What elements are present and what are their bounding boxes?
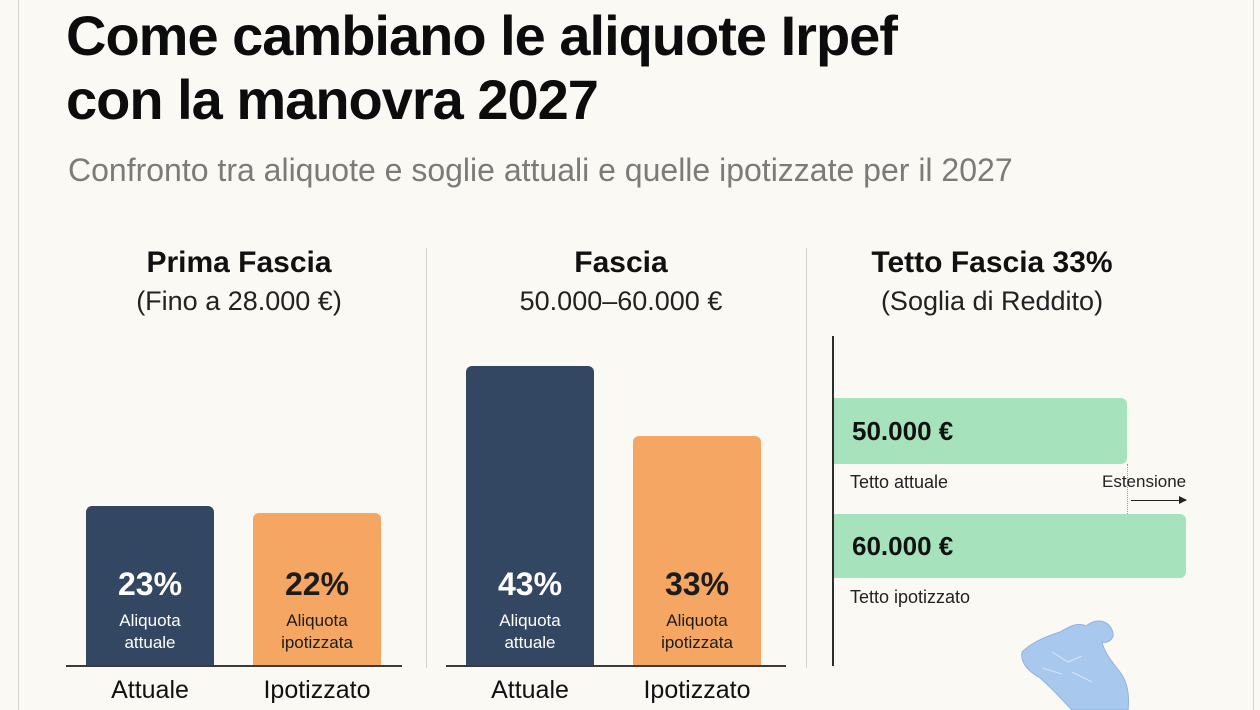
- soglia-label-attuale: Tetto attuale: [850, 472, 949, 492]
- panel-2-xlabel-attuale: Attuale: [491, 676, 569, 704]
- frame-right-border: [1253, 0, 1254, 710]
- frame-left-border: [18, 0, 19, 710]
- panel-1-bar-ipotizzato: 22% Aliquota ipotizzata: [253, 513, 381, 666]
- panel-2-bar-label-ipotizzato: Aliquota ipotizzata: [661, 611, 733, 652]
- panel-2-baseline: [446, 665, 786, 667]
- title-line-1: Come cambiano le aliquote Irpef: [66, 4, 898, 67]
- panel-2-value-attuale: 43%: [497, 566, 563, 602]
- extension-arrow-icon: [1131, 496, 1187, 504]
- panel-2-title: Fascia: [574, 246, 668, 279]
- panel-1-title: Prima Fascia: [146, 246, 332, 279]
- panel-1-bar-attuale: 23% Aliquota attuale: [86, 506, 214, 666]
- panel-1-value-ipotizzato: 22%: [284, 566, 350, 602]
- panel-2-bar-ipotizzato: 33% Aliquota ipotizzata: [633, 436, 761, 666]
- panel-2-subtitle: 50.000–60.000 €: [519, 286, 723, 316]
- panel-1-bar-label-ipotizzato: Aliquota ipotizzata: [281, 611, 353, 652]
- italy-map-icon: [1021, 620, 1129, 710]
- panel-2-xlabel-ipotizzato: Ipotizzato: [643, 676, 751, 704]
- panel-divider-1: [426, 248, 427, 668]
- panel-1-bar-label-attuale: Aliquota attuale: [119, 611, 181, 652]
- panel-divider-2: [806, 248, 807, 668]
- panel-3-axis: [832, 336, 834, 666]
- panel-1-header: Prima Fascia (Fino a 28.000 €): [66, 244, 412, 320]
- panel-2-value-ipotizzato: 33%: [664, 566, 730, 602]
- panel-2-bar-attuale: 43% Aliquota attuale: [466, 366, 594, 666]
- panel-3-subtitle: (Soglia di Reddito): [880, 286, 1104, 316]
- soglia-value-attuale: 50.000 €: [852, 416, 954, 446]
- soglia-label-ipotizzato: Tetto ipotizzato: [850, 587, 971, 607]
- panel-2-bar-label-attuale: Aliquota attuale: [499, 611, 561, 652]
- extension-label: Estensione: [1102, 472, 1187, 491]
- panel-1-xlabel-ipotizzato: Ipotizzato: [263, 676, 371, 704]
- panel-2-header: Fascia 50.000–60.000 €: [446, 244, 796, 320]
- soglia-value-ipotizzato: 60.000 €: [852, 531, 954, 561]
- panel-1-value-attuale: 23%: [117, 566, 183, 602]
- panel-1-xlabel-attuale: Attuale: [111, 676, 189, 704]
- page-subtitle: Confronto tra aliquote e soglie attuali …: [68, 152, 1013, 188]
- soglia-bar-ipotizzato: 60.000 €: [834, 514, 1186, 578]
- panel-1-baseline: [66, 665, 402, 667]
- title-line-2: con la manovra 2027: [66, 68, 599, 131]
- panel-1-subtitle: (Fino a 28.000 €): [136, 286, 342, 316]
- soglia-bar-attuale: 50.000 €: [834, 398, 1127, 464]
- panel-3-header: Tetto Fascia 33% (Soglia di Reddito): [822, 244, 1162, 320]
- panel-3-title: Tetto Fascia 33%: [871, 246, 1113, 279]
- page-title: Come cambiano le aliquote Irpef con la m…: [66, 4, 1186, 132]
- extension-guide-line: [1127, 464, 1128, 514]
